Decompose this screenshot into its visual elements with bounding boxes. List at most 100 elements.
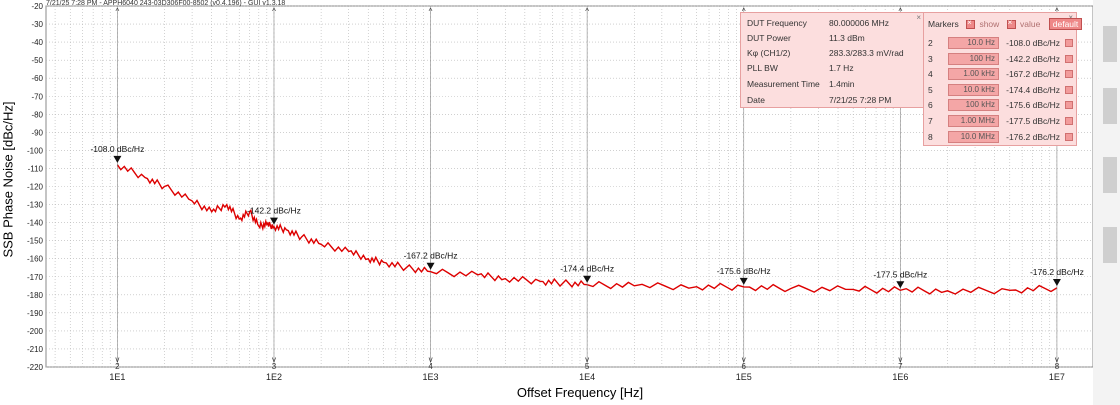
marker-frequency-input[interactable]: 10.0 MHz [948, 130, 999, 143]
y-tick-label: -120 [27, 183, 44, 192]
scroll-block [1103, 157, 1117, 193]
marker-frequency-input[interactable]: 100 Hz [948, 52, 999, 65]
info-row-kphi: Kφ (CH1/2) 283.3/283.3 mV/rad [747, 48, 904, 58]
marker-top-arrow: ^ [585, 7, 589, 16]
x-tick-label: 1E4 [579, 372, 595, 382]
marker-label: -176.2 dBc/Hz [1030, 267, 1084, 277]
marker-triangle [426, 262, 435, 270]
y-tick-label: -50 [31, 56, 43, 65]
remove-marker-button[interactable] [1065, 85, 1073, 94]
y-tick-label: -80 [31, 110, 43, 119]
info-row-dut-frequency: DUT Frequency 80.000006 MHz [747, 18, 889, 28]
marker-row: 6 100 kHz -175.6 dBc/Hz [928, 99, 1073, 112]
marker-id: 7 [898, 362, 903, 371]
info-value: 7/21/25 7:28 PM [829, 95, 892, 105]
remove-marker-button[interactable] [1065, 39, 1073, 47]
marker-bottom-arrow: v [272, 355, 276, 364]
info-value: 283.3/283.3 mV/rad [829, 48, 904, 58]
y-tick-label: -70 [31, 92, 43, 101]
marker-value: -142.2 dBc/Hz [1006, 53, 1060, 64]
phase-noise-trace [116, 164, 1058, 295]
marker-value: -167.2 dBc/Hz [1006, 69, 1060, 80]
marker-row: 7 1.00 MHz -177.5 dBc/Hz [928, 115, 1073, 127]
marker-triangle [1052, 278, 1061, 286]
remove-marker-button[interactable] [1065, 101, 1073, 110]
marker-top-arrow: ^ [1055, 7, 1059, 16]
scroll-block [1103, 88, 1117, 124]
markers-panel[interactable]: × Markers show value default 2 10.0 Hz -10… [923, 12, 1083, 146]
y-axis-label: SSB Phase Noise [dBc/Hz] [0, 101, 16, 258]
marker-value: -176.2 dBc/Hz [1006, 131, 1060, 142]
y-tick-label: -220 [27, 363, 44, 372]
marker-bottom-arrow: v [1055, 355, 1059, 364]
y-tick-label: -40 [31, 38, 43, 47]
show-label: show [979, 19, 1000, 29]
markers-header: Markers show value default [928, 18, 1083, 30]
marker-id: 5 [585, 362, 590, 371]
marker-label: -142.2 dBc/Hz [247, 206, 301, 216]
marker-frequency-input[interactable]: 100 kHz [948, 99, 999, 112]
marker-id: 8 [1055, 362, 1060, 371]
y-tick-label: -100 [27, 146, 44, 155]
info-value: 1.7 Hz [829, 63, 854, 73]
marker-id: 2 [115, 362, 120, 371]
close-icon[interactable]: × [916, 13, 921, 22]
y-tick-label: -200 [27, 327, 44, 336]
measurement-info-panel[interactable]: × DUT Frequency 80.000006 MHz DUT Power 11… [740, 12, 925, 108]
y-tick-label: -170 [27, 273, 44, 282]
info-value: 80.000006 MHz [829, 18, 890, 28]
marker-top-arrow: ^ [272, 7, 276, 16]
marker-number: 4 [928, 69, 933, 80]
value-checkbox[interactable] [1006, 18, 1016, 29]
marker-id: 3 [272, 362, 277, 371]
x-tick-label: 1E3 [423, 372, 439, 382]
marker-triangle [896, 281, 905, 289]
marker-label: -175.6 dBc/Hz [717, 266, 771, 276]
marker-frequency-input[interactable]: 10.0 Hz [948, 37, 999, 49]
marker-top-arrow: ^ [898, 7, 902, 16]
marker-top-arrow: ^ [429, 7, 433, 16]
marker-row: 8 10.0 MHz -176.2 dBc/Hz [928, 130, 1073, 143]
remove-marker-button[interactable] [1065, 132, 1073, 141]
marker-id: 6 [742, 362, 747, 371]
y-tick-label: -210 [27, 345, 44, 354]
x-tick-label: 1E2 [266, 372, 282, 382]
window-title: 7/21/25 7:28 PM - APPH6040 243-03D306F00… [46, 0, 286, 7]
marker-top-arrow: ^ [116, 7, 120, 16]
marker-label: -177.5 dBc/Hz [873, 269, 927, 279]
default-button[interactable]: default [1048, 18, 1083, 30]
info-key: Measurement Time [747, 79, 820, 89]
y-tick-label: -110 [28, 164, 44, 173]
marker-frequency-input[interactable]: 10.0 kHz [948, 83, 999, 96]
remove-marker-button[interactable] [1065, 117, 1073, 125]
y-tick-label: -190 [27, 309, 44, 318]
remove-marker-button[interactable] [1065, 70, 1073, 79]
marker-row: 3 100 Hz -142.2 dBc/Hz [928, 52, 1073, 65]
x-tick-label: 1E1 [109, 372, 125, 382]
marker-bottom-arrow: v [898, 355, 902, 364]
close-icon[interactable]: × [1068, 13, 1073, 22]
marker-number: 2 [928, 38, 933, 48]
info-value: 1.4min [829, 79, 855, 89]
info-key: DUT Power [747, 33, 791, 43]
right-scroll-strip [1093, 0, 1120, 405]
marker-row: 2 10.0 Hz -108.0 dBc/Hz [928, 37, 1073, 49]
marker-frequency-input[interactable]: 1.00 MHz [948, 115, 999, 127]
remove-marker-button[interactable] [1065, 54, 1073, 63]
y-tick-label: -150 [27, 237, 44, 246]
marker-id: 4 [428, 362, 433, 371]
x-axis-label: Offset Frequency [Hz] [516, 385, 644, 400]
marker-frequency-input[interactable]: 1.00 kHz [948, 68, 999, 81]
marker-number: 5 [928, 84, 933, 95]
marker-number: 3 [928, 53, 933, 64]
marker-label: -174.4 dBc/Hz [560, 264, 614, 274]
info-row-measurement-time: Measurement Time 1.4min [747, 79, 855, 89]
show-checkbox[interactable] [966, 18, 976, 29]
marker-value: -174.4 dBc/Hz [1006, 84, 1060, 95]
y-tick-label: -160 [27, 255, 44, 264]
y-tick-label: -60 [31, 74, 43, 83]
value-label: value [1020, 19, 1041, 29]
y-tick-label: -130 [27, 201, 44, 210]
info-row-dut-power: DUT Power 11.3 dBm [747, 33, 865, 43]
marker-value: -175.6 dBc/Hz [1006, 100, 1060, 111]
